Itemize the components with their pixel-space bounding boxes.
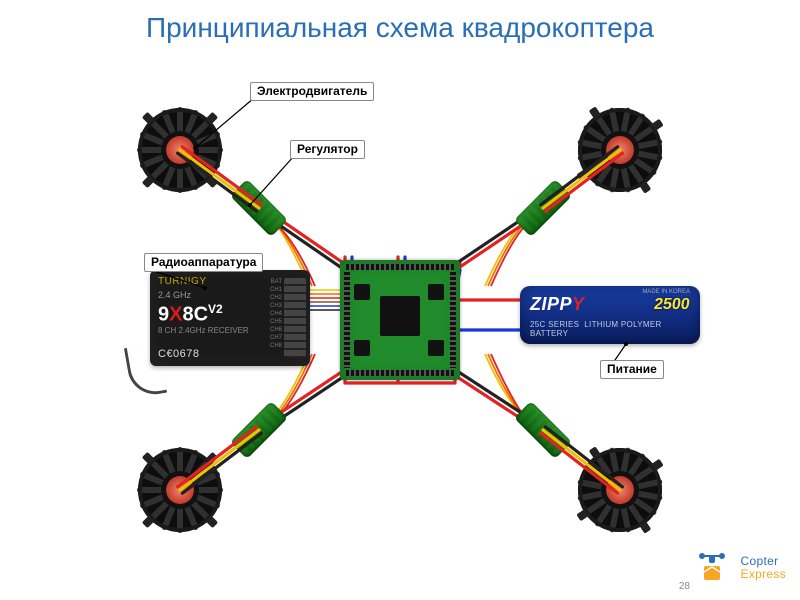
logo-icon [694,550,730,586]
wiring-layer-over [0,0,800,600]
logo-line1: Copter [741,554,779,568]
logo-text: Copter Express [741,555,786,581]
callout-motor: Электродвигатель [250,82,374,101]
callout-power: Питание [600,360,664,379]
logo-line2: Express [741,567,786,581]
callout-radio: Радиоаппаратура [144,253,263,272]
copter-express-logo: Copter Express [694,550,786,586]
callout-esc: Регулятор [290,140,365,159]
diagram-canvas: Принципиальная схема квадрокоптера TURNI… [0,0,800,600]
page-number: 28 [679,581,690,592]
